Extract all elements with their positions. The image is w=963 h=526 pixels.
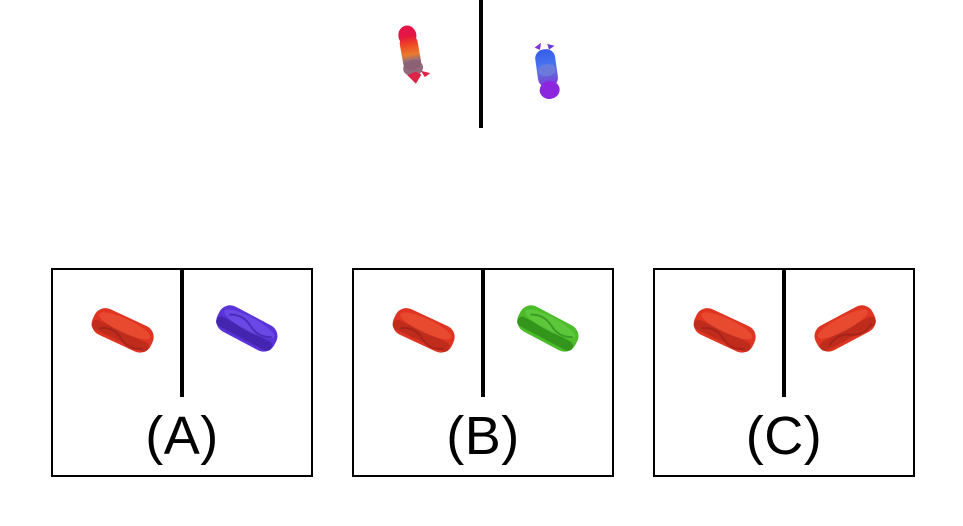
red-sandwich-icon — [693, 308, 756, 353]
option-b-label: (B) — [446, 406, 520, 466]
option-b-divider — [481, 270, 485, 397]
option-b-box[interactable]: (B) — [352, 268, 614, 477]
option-c-box[interactable]: (C) — [653, 268, 915, 477]
green-sandwich-icon — [517, 305, 579, 352]
option-c-label: (C) — [745, 406, 823, 466]
option-a-divider — [180, 270, 184, 397]
option-a-label: (A) — [145, 406, 219, 466]
blue-purple-sandwich-side-view-icon — [534, 42, 560, 99]
top-divider — [479, 0, 483, 128]
red-sandwich-icon — [392, 308, 455, 353]
multicolor-sandwich-side-view-icon — [398, 25, 431, 84]
red-sandwich-icon — [814, 305, 876, 352]
option-c-divider — [782, 270, 786, 397]
red-sandwich-icon — [91, 308, 154, 353]
option-a-box[interactable]: (A) — [51, 268, 313, 477]
blue-sandwich-icon — [216, 305, 278, 352]
